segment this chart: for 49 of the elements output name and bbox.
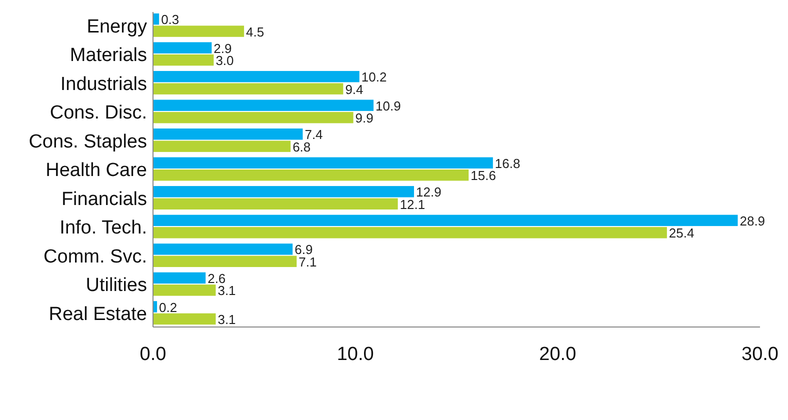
bar xyxy=(153,54,214,66)
bar xyxy=(153,244,293,255)
bar xyxy=(153,170,469,181)
bar xyxy=(153,272,206,284)
bar xyxy=(153,128,303,140)
bar xyxy=(153,112,354,124)
data-label: 25.4 xyxy=(668,226,694,241)
y-tick-label: Info. Tech. xyxy=(60,218,147,239)
bar xyxy=(153,227,667,238)
x-tick-label: 20.0 xyxy=(539,344,576,365)
bar xyxy=(153,214,738,226)
bar xyxy=(153,198,398,210)
y-tick-label: Financials xyxy=(61,188,147,210)
data-label: 3.1 xyxy=(218,312,236,327)
bar xyxy=(153,256,297,268)
y-tick-label: Cons. Disc. xyxy=(50,102,147,124)
x-tick-label: 10.0 xyxy=(336,344,374,365)
bar xyxy=(153,26,244,37)
x-tick-label: 30.0 xyxy=(742,344,778,365)
data-label: 2.9 xyxy=(214,40,232,56)
y-tick-label: Energy xyxy=(86,16,148,38)
bar xyxy=(153,100,374,111)
bar xyxy=(153,284,216,296)
data-label: 4.5 xyxy=(246,24,264,40)
bar xyxy=(153,186,414,198)
x-tick-label: 0.0 xyxy=(140,344,166,365)
data-label: 9.4 xyxy=(345,82,364,97)
data-label: 16.8 xyxy=(494,156,520,171)
bar xyxy=(153,83,344,94)
y-tick-label: Health Care xyxy=(46,160,147,182)
data-label: 15.6 xyxy=(470,168,496,184)
y-tick-label: Comm. Svc. xyxy=(44,246,147,268)
y-tick-label: Cons. Staples xyxy=(28,131,147,152)
data-label: 3.0 xyxy=(216,53,234,68)
bar xyxy=(153,42,212,54)
bar xyxy=(153,313,216,325)
bar xyxy=(153,70,360,82)
data-label: 10.9 xyxy=(376,98,401,114)
y-tick-label: Utilities xyxy=(86,275,147,296)
y-tick-label: Materials xyxy=(70,45,147,66)
bar xyxy=(153,140,291,152)
data-label: 28.9 xyxy=(740,213,766,228)
data-label: 9.9 xyxy=(355,110,374,126)
data-label: 0.2 xyxy=(159,300,178,315)
data-label: 10.2 xyxy=(361,70,387,85)
data-label: 0.3 xyxy=(161,12,180,28)
y-tick-label: Industrials xyxy=(60,74,147,95)
bar xyxy=(153,157,493,168)
y-tick-label: Real Estate xyxy=(48,304,147,325)
